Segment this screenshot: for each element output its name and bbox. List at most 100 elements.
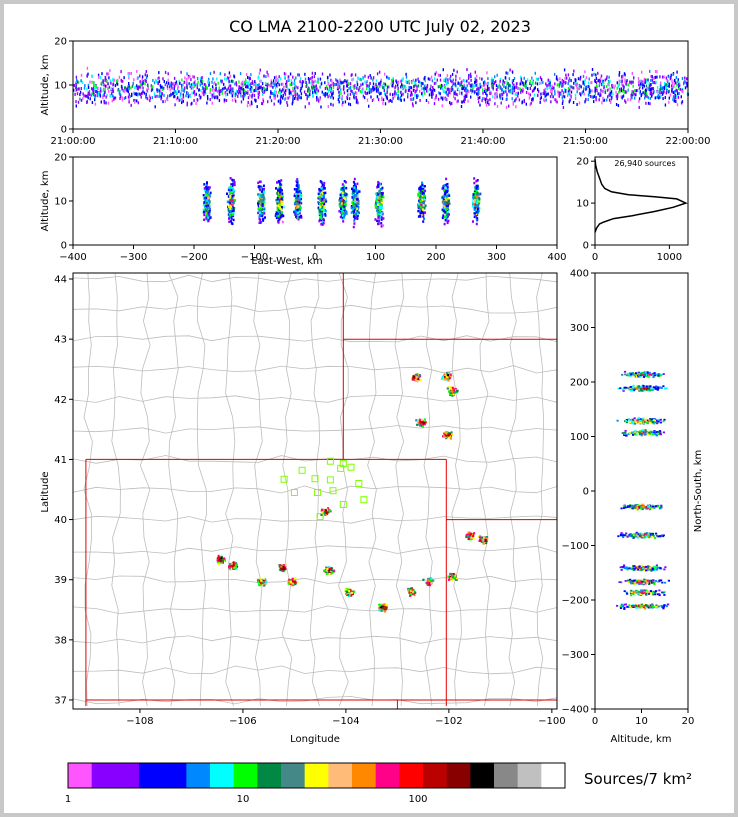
ew-source [323, 209, 326, 213]
time-height-source [174, 94, 176, 98]
time-height-source [207, 80, 209, 84]
ew-source [300, 197, 302, 201]
time-height-source [636, 89, 638, 92]
ew-source [420, 213, 423, 216]
time-height-source [158, 80, 161, 84]
time-height-source [532, 81, 534, 85]
time-height-source [346, 95, 348, 99]
time-height-source [285, 80, 288, 84]
ew-height-plot-area [73, 157, 557, 245]
time-height-source [505, 71, 507, 75]
ew-source [262, 210, 265, 213]
storm-source [284, 564, 287, 567]
time-height-source [259, 86, 261, 90]
ew-source [282, 205, 285, 209]
time-height-source [466, 89, 469, 93]
time-height-source [616, 93, 619, 97]
time-height-source [418, 80, 420, 84]
time-height-source [225, 99, 228, 102]
time-height-source [247, 91, 249, 95]
ew-source [232, 209, 235, 212]
time-height-source [610, 97, 613, 101]
time-height-source [354, 91, 357, 95]
time-height-source [386, 88, 388, 92]
time-height-source [382, 102, 384, 105]
time-height-source [442, 97, 444, 101]
time-height-source [203, 82, 206, 86]
time-height-source [258, 83, 260, 87]
time-height-source [234, 94, 237, 98]
time-height-source [211, 101, 213, 105]
time-height-source [346, 79, 349, 83]
time-height-source [80, 79, 82, 83]
time-height-source [525, 84, 527, 88]
ew-source [279, 215, 282, 218]
ew-source [321, 183, 324, 186]
ew-source [351, 187, 353, 191]
time-height-source [254, 88, 256, 92]
time-height-source [643, 77, 646, 81]
ew-source [234, 199, 237, 202]
time-height-source [616, 81, 618, 85]
ew-source [474, 203, 477, 206]
ew-source [320, 217, 323, 220]
storm-source [416, 420, 420, 423]
storm-source [217, 561, 220, 564]
ew-source [343, 201, 346, 204]
time-height-source [257, 86, 259, 90]
ew-source [378, 191, 381, 195]
time-height-source [162, 77, 164, 81]
time-height-source [203, 87, 205, 91]
time-height-source [415, 78, 417, 82]
ew-source [298, 197, 301, 201]
time-height-source [641, 80, 643, 84]
time-height-source [434, 97, 436, 101]
time-height-source [554, 92, 556, 96]
ew-source [207, 196, 210, 199]
ew-source [320, 194, 323, 197]
ew-source [338, 210, 341, 213]
time-height-source [219, 90, 221, 93]
time-height-source [187, 92, 189, 96]
time-height-source [270, 81, 273, 85]
time-height-source [386, 75, 388, 79]
time-height-source [658, 88, 661, 92]
time-height-source [479, 96, 481, 100]
ew-source [277, 194, 280, 198]
ew-source [320, 215, 323, 218]
time-height-source [213, 70, 215, 74]
time-height-source [337, 82, 339, 86]
time-height-source [426, 89, 428, 93]
time-height-source [348, 86, 350, 90]
time-height-source [638, 83, 640, 87]
time-height-source [420, 81, 423, 85]
time-height-source [210, 93, 213, 96]
time-height-source [325, 85, 328, 89]
time-height-source [375, 82, 377, 86]
time-height-source [381, 84, 383, 88]
time-height-source [479, 85, 482, 89]
time-height-source [643, 92, 646, 96]
time-height-source [592, 95, 595, 99]
ew-source [279, 187, 282, 190]
time-height-source [88, 92, 91, 96]
time-height-source [515, 105, 517, 109]
time-height-source [246, 81, 248, 85]
time-height-source [544, 89, 546, 93]
ew-source [297, 203, 300, 206]
time-height-source [292, 89, 294, 93]
ew-source [228, 217, 230, 220]
time-height-source [608, 75, 610, 79]
alt-tick-label: 20 [54, 37, 67, 48]
time-height-source [139, 80, 141, 84]
time-height-source [397, 87, 399, 90]
time-height-source [582, 74, 585, 78]
time-height-source [503, 84, 505, 88]
ew-source [473, 181, 476, 185]
time-height-source [641, 70, 643, 74]
time-height-source [203, 93, 205, 97]
time-height-source [157, 82, 159, 85]
time-height-source [485, 103, 488, 107]
time-height-source [108, 76, 110, 80]
